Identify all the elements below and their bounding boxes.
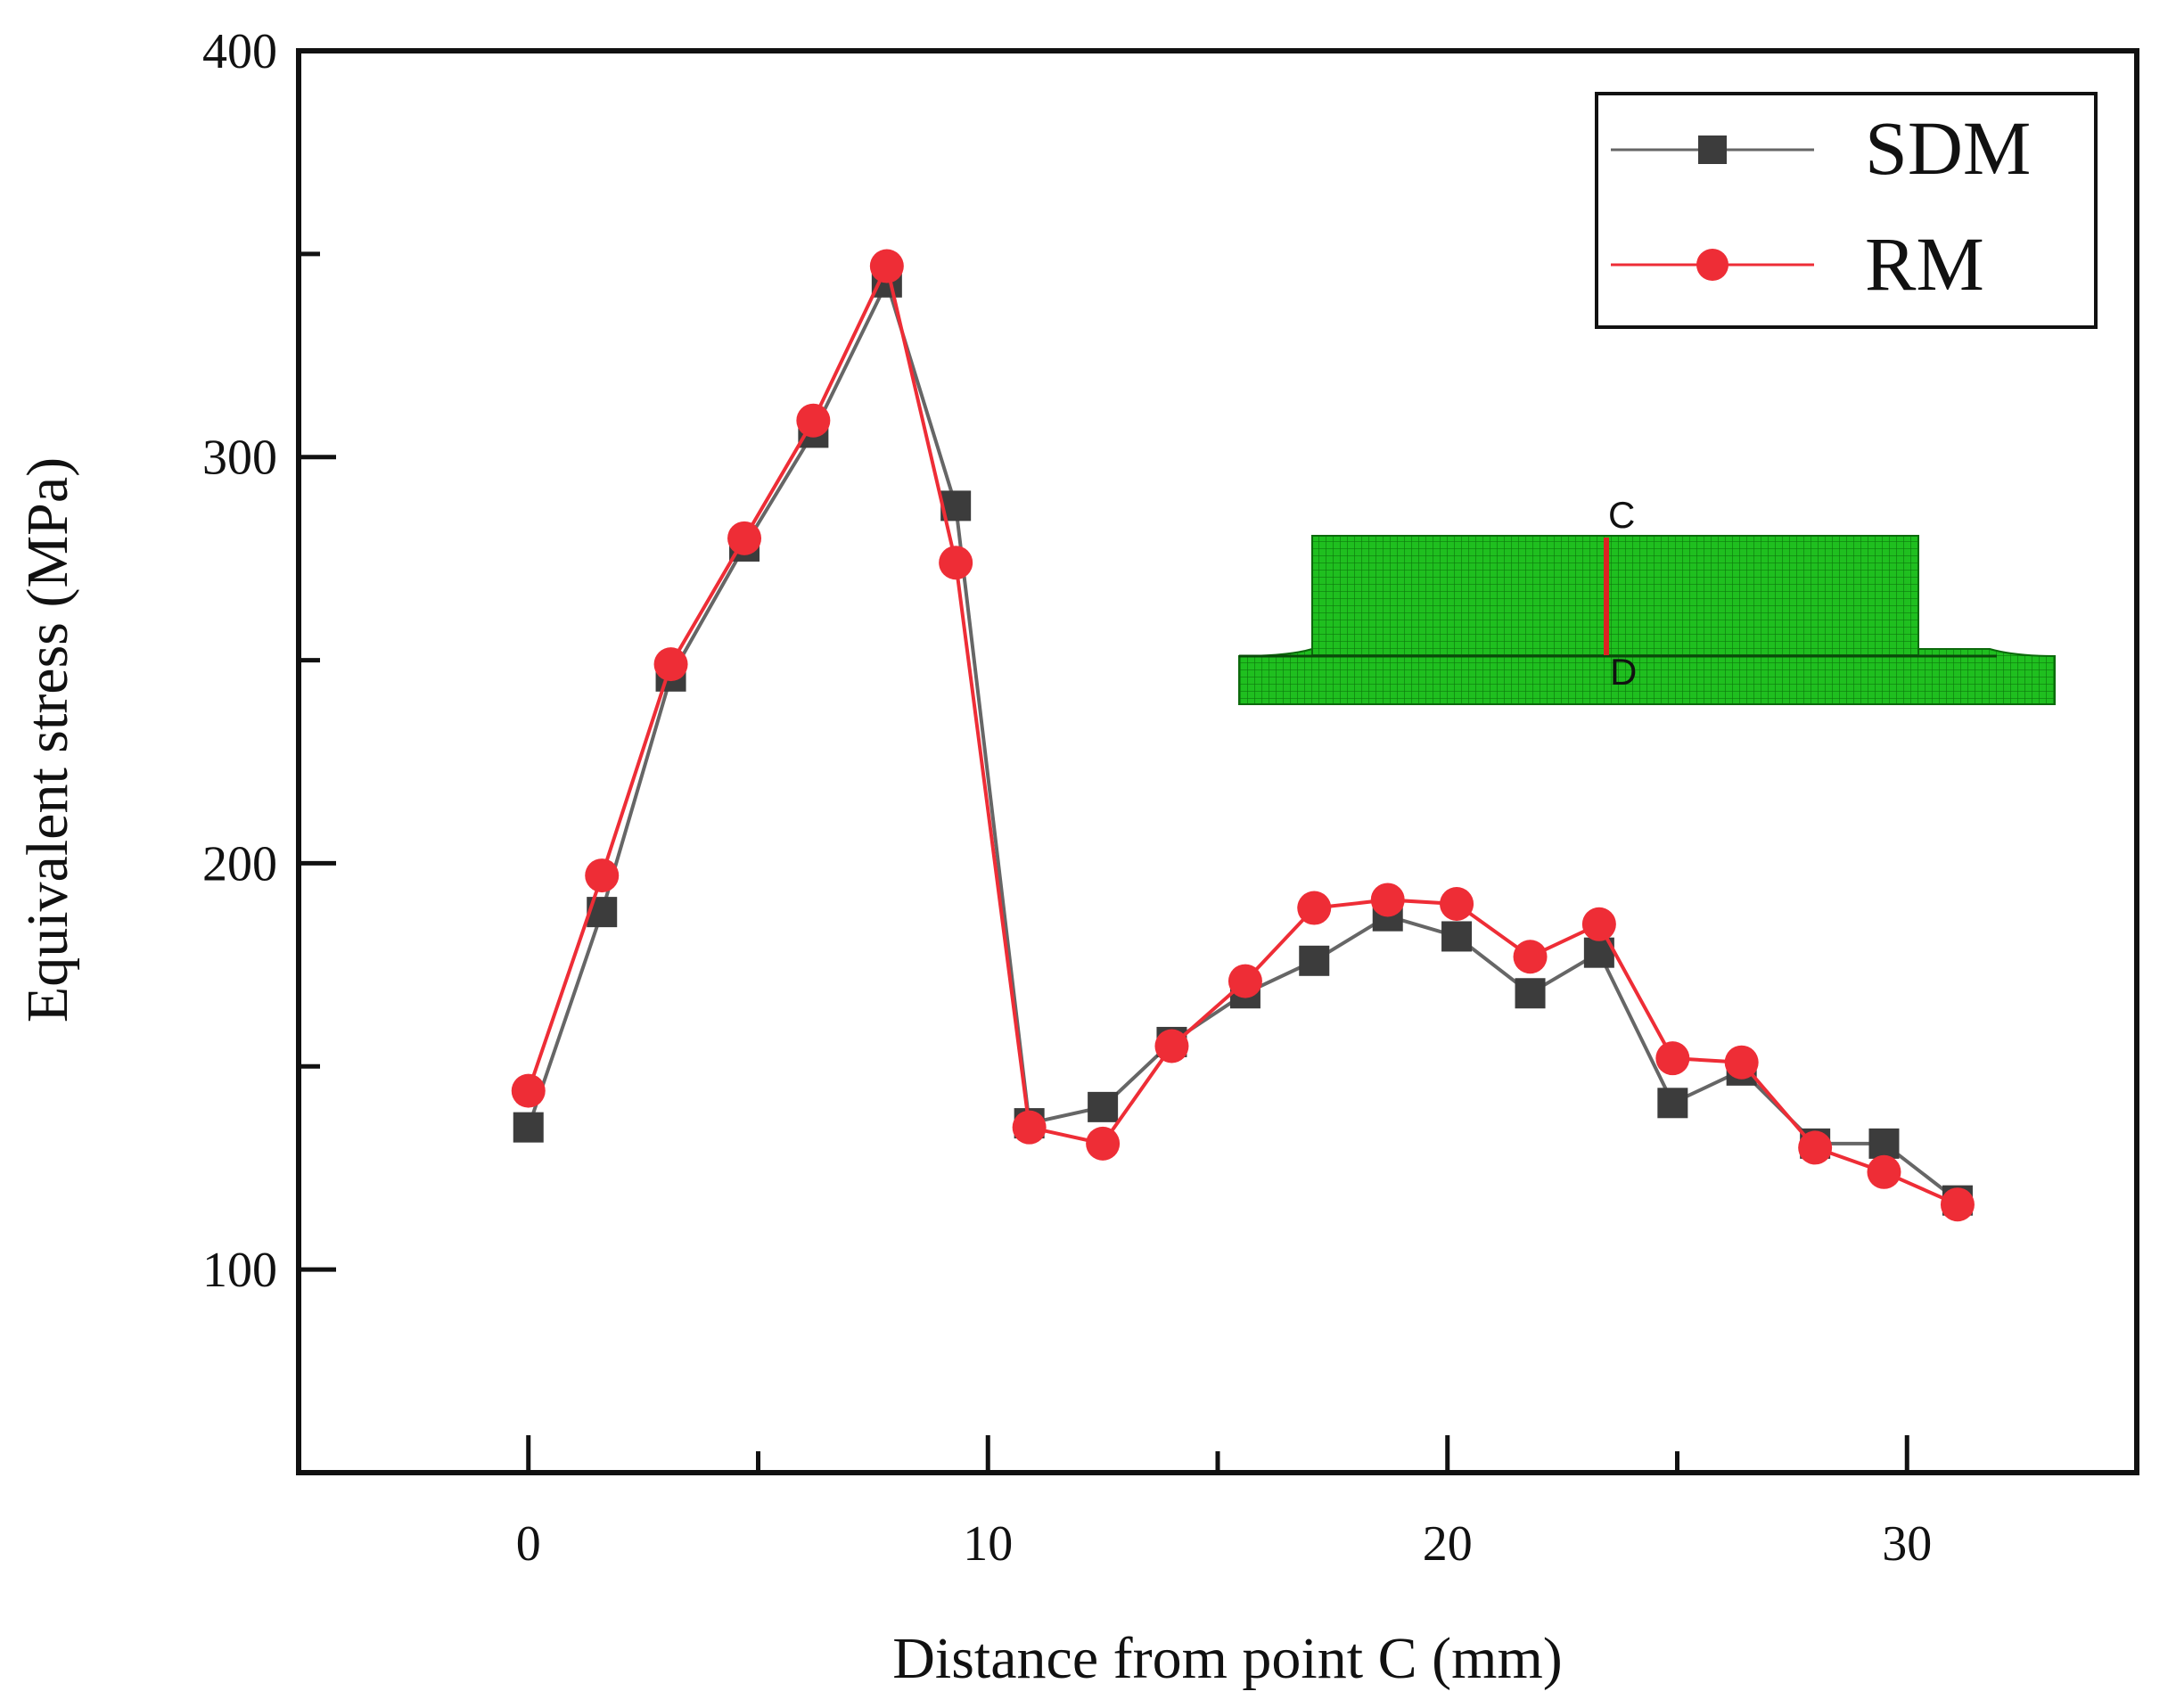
data-point-rm [1370,883,1405,917]
data-point-rm [1228,964,1262,998]
x-tick-label: 20 [1423,1516,1473,1572]
data-point-sdm [1515,978,1546,1009]
x-axis-title: Distance from point C (mm) [892,1626,1563,1691]
data-point-rm [511,1073,546,1108]
data-point-rm [1798,1130,1833,1165]
point-c-label: C [1608,494,1635,536]
data-point-rm [869,249,904,283]
series-rm [511,249,1975,1222]
legend-box [1595,92,2098,329]
legend-rm-marker [1696,249,1728,281]
legend-sdm-marker [1698,135,1727,164]
data-point-rm [1655,1041,1690,1076]
legend-rm-label: RM [1865,221,1984,307]
y-axis-title: Equivalent stress (MPa) [15,457,80,1022]
legend-sdm-label: SDM [1865,105,2031,191]
data-point-rm [585,858,620,893]
series-layer [511,249,1975,1222]
data-point-sdm [1868,1128,1900,1159]
axes-group: 0 10 20 30 100 200 300 400 [202,24,2139,1572]
data-point-rm [1012,1110,1047,1145]
data-point-rm [1724,1045,1759,1080]
data-point-rm [1086,1126,1121,1161]
data-point-rm [653,647,688,682]
data-point-sdm [1088,1091,1119,1122]
data-point-sdm [1657,1088,1688,1119]
x-tick-label: 0 [516,1516,541,1572]
legend: SDM RM [1595,92,2098,329]
data-point-rm [1867,1154,1901,1189]
y-tick-label: 300 [202,431,277,486]
point-d-label: D [1610,651,1637,693]
data-point-rm [727,521,762,555]
x-tick-label: 30 [1882,1516,1932,1572]
data-point-sdm [513,1112,544,1143]
x-tick-label: 10 [963,1516,1013,1572]
data-point-sdm [1441,921,1473,952]
data-point-sdm [1299,945,1330,976]
y-tick-label: 400 [202,24,277,79]
weld-block-mesh [1311,535,1919,656]
data-point-rm [1940,1187,1975,1222]
data-point-rm [1581,907,1616,941]
data-point-rm [1154,1029,1189,1063]
y-tick-label: 200 [202,836,277,891]
data-point-rm [1440,887,1474,921]
data-point-rm [1297,891,1332,925]
weld-mesh-inset: C D [1238,494,2056,705]
data-point-rm [796,403,831,438]
data-point-rm [939,546,973,580]
y-tick-label: 100 [202,1243,277,1298]
data-point-rm [1513,940,1548,974]
